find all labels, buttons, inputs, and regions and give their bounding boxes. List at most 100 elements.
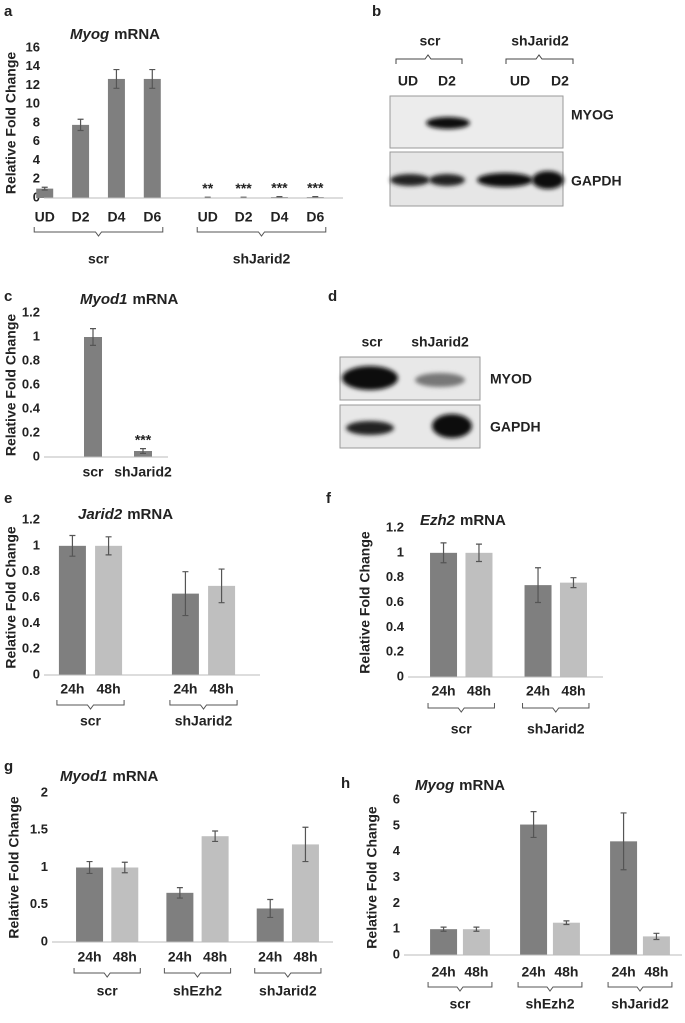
y-tick-label: 0.4: [386, 619, 405, 634]
blot-image: [390, 96, 563, 148]
title-text: mRNA: [459, 777, 505, 794]
panel-letter: b: [372, 3, 381, 20]
y-tick-label: 10: [26, 96, 40, 111]
bar: [560, 583, 587, 677]
y-tick-label: 1: [33, 328, 40, 343]
x-tick-label: D2: [235, 209, 253, 225]
group-bracket: [428, 703, 494, 712]
group-label: scr: [419, 33, 441, 49]
group-label: scr: [88, 251, 110, 267]
y-axis-label: Relative Fold Change: [364, 806, 380, 949]
panel-letter: c: [4, 288, 12, 305]
title-gene: Myod1: [60, 768, 108, 785]
x-tick-label: 48h: [644, 964, 668, 980]
group-bracket: [428, 982, 492, 991]
y-tick-label: 0.6: [386, 594, 404, 609]
lane-label: UD: [398, 73, 418, 89]
y-tick-label: 16: [26, 39, 40, 54]
group-label: shEzh2: [173, 983, 222, 999]
band: [342, 366, 398, 390]
group-label: scr: [451, 721, 473, 737]
x-tick-label: 24h: [612, 964, 636, 980]
x-tick-label: UD: [35, 209, 55, 225]
chart-title: Myog mRNA: [415, 777, 505, 794]
group-bracket: [523, 703, 589, 712]
blot-d: d scr shJarid2 MYOD GAPDH: [328, 288, 541, 448]
lane-label: D2: [438, 73, 456, 89]
bar: [111, 868, 138, 943]
x-tick-label: 48h: [561, 683, 585, 699]
group-bracket: [518, 982, 582, 991]
title-gene: Myog: [415, 777, 454, 794]
y-tick-label: 2: [41, 784, 48, 799]
blot-b: b scr shJarid2 UD D2 UD D2 MYOG GAPDH: [372, 3, 622, 206]
significance-label: ***: [235, 180, 252, 196]
y-tick-label: 2: [33, 171, 40, 186]
band: [390, 174, 430, 186]
x-tick-label: 24h: [432, 964, 456, 980]
title-text: mRNA: [460, 512, 506, 529]
y-tick-label: 1.2: [22, 511, 40, 526]
group-bracket: [197, 227, 326, 236]
group-bracket: [57, 700, 124, 709]
x-tick-label: 48h: [210, 681, 234, 697]
y-tick-label: 0.4: [22, 615, 41, 630]
x-tick-label: D6: [143, 209, 161, 225]
y-tick-label: 0: [393, 946, 400, 961]
group-label: shJarid2: [233, 251, 291, 267]
row-label: GAPDH: [571, 173, 622, 189]
y-tick-label: 5: [393, 817, 400, 832]
x-tick-label: 24h: [258, 949, 282, 965]
group-bracket: [164, 968, 230, 977]
x-tick-label: D4: [270, 209, 288, 225]
lane-label: scr: [361, 334, 383, 350]
group-label: shJarid2: [259, 983, 317, 999]
x-tick-label: 48h: [293, 949, 317, 965]
y-tick-label: 3: [393, 869, 400, 884]
y-tick-label: 0.4: [22, 400, 41, 415]
group-label: shJarid2: [611, 996, 669, 1012]
significance-label: **: [202, 180, 213, 196]
x-tick-label: 24h: [77, 949, 101, 965]
y-tick-label: 1: [41, 859, 48, 874]
title-text: mRNA: [113, 768, 159, 785]
lane-label: UD: [510, 73, 530, 89]
bar: [72, 125, 89, 198]
y-tick-label: 0.2: [22, 424, 40, 439]
band: [432, 414, 472, 438]
row-label: MYOG: [571, 107, 614, 123]
title-text: mRNA: [133, 291, 179, 308]
x-tick-label: 24h: [168, 949, 192, 965]
title-text: mRNA: [127, 506, 173, 523]
error-bar: [276, 197, 282, 198]
band: [415, 373, 465, 387]
y-tick-label: 0: [41, 933, 48, 948]
x-tick-label: 48h: [113, 949, 137, 965]
group-label: shEzh2: [525, 996, 574, 1012]
bar: [108, 79, 125, 198]
band: [426, 117, 470, 129]
y-tick-label: 6: [393, 791, 400, 806]
y-tick-label: 4: [33, 152, 41, 167]
y-tick-label: 0.6: [22, 589, 40, 604]
bar: [144, 79, 161, 198]
bar: [59, 546, 86, 675]
x-tick-label: scr: [82, 464, 104, 480]
x-tick-label: 24h: [431, 683, 455, 699]
panel-letter: f: [326, 490, 332, 507]
group-bracket: [74, 968, 140, 977]
y-tick-label: 1: [393, 921, 400, 936]
x-tick-label: D6: [306, 209, 324, 225]
x-tick-label: 48h: [464, 964, 488, 980]
y-tick-label: 0: [397, 668, 404, 683]
x-tick-label: 24h: [173, 681, 197, 697]
x-tick-label: shJarid2: [114, 464, 172, 480]
group-label: scr: [97, 983, 119, 999]
y-tick-label: 6: [33, 133, 40, 148]
y-axis-label: Relative Fold Change: [3, 314, 19, 457]
